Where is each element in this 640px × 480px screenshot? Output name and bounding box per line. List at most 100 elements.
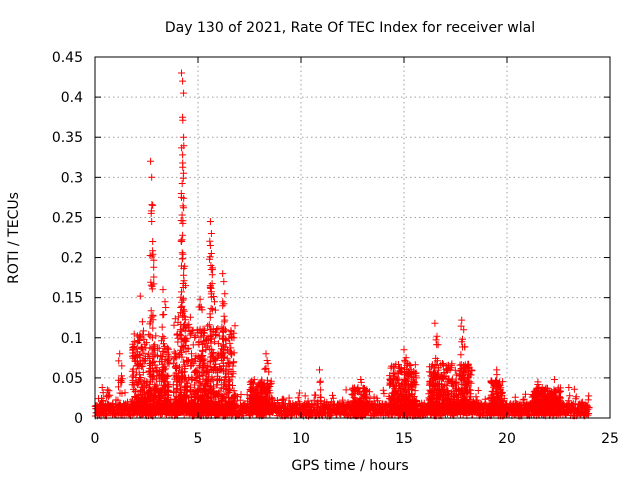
data-point: [176, 386, 184, 394]
data-point: [444, 378, 452, 386]
data-point: [204, 392, 211, 400]
data-point: [226, 377, 233, 385]
data-point: [141, 340, 149, 348]
data-point: [474, 387, 482, 394]
data-point: [196, 373, 203, 381]
data-point: [224, 370, 232, 378]
data-point: [186, 331, 194, 339]
data-point: [156, 396, 164, 404]
data-point: [145, 368, 153, 376]
data-point: [202, 346, 210, 354]
data-point: [181, 385, 189, 393]
data-point: [190, 369, 198, 376]
data-point: [157, 398, 165, 405]
data-point: [304, 397, 312, 405]
data-point: [204, 386, 212, 393]
data-point: [130, 385, 138, 393]
data-point: [466, 406, 474, 414]
data-point: [266, 399, 274, 407]
data-point: [262, 393, 270, 401]
data-point: [522, 390, 529, 398]
data-point: [177, 332, 185, 340]
data-point: [193, 407, 201, 415]
data-point: [196, 378, 204, 386]
data-point: [165, 403, 173, 411]
data-point: [218, 406, 226, 414]
data-point: [164, 388, 172, 396]
data-point: [295, 401, 303, 409]
data-point: [135, 337, 143, 344]
data-point: [213, 326, 220, 334]
data-point: [144, 389, 152, 397]
data-point: [380, 390, 388, 398]
data-point: [128, 367, 136, 375]
data-point: [351, 404, 359, 412]
data-point: [361, 386, 369, 394]
data-point: [200, 393, 208, 401]
data-point: [448, 377, 456, 385]
data-point: [462, 404, 470, 412]
data-points: [91, 69, 593, 420]
data-point: [294, 394, 302, 402]
data-point: [395, 393, 403, 401]
data-point: [160, 407, 168, 415]
data-point: [437, 373, 445, 381]
data-point: [194, 387, 202, 395]
data-point: [451, 382, 459, 390]
data-point: [195, 385, 203, 393]
data-point: [174, 338, 182, 346]
data-point: [173, 377, 181, 385]
data-point: [105, 387, 113, 395]
data-point: [457, 400, 465, 408]
data-point: [467, 379, 475, 387]
data-point: [407, 408, 415, 415]
data-point: [175, 408, 183, 416]
data-point: [199, 325, 207, 333]
data-point: [183, 378, 191, 386]
data-point: [495, 407, 503, 415]
data-point: [224, 401, 232, 409]
data-point: [461, 363, 469, 371]
data-point: [146, 360, 153, 368]
data-point: [139, 391, 146, 399]
data-point: [207, 357, 215, 365]
data-point: [449, 393, 457, 401]
data-point: [190, 408, 198, 415]
data-point: [444, 391, 452, 399]
data-point: [447, 403, 455, 411]
data-point: [151, 361, 159, 369]
data-point: [462, 378, 470, 386]
data-point: [195, 379, 203, 387]
data-point: [177, 382, 185, 390]
data-point: [214, 368, 222, 376]
data-point: [207, 394, 215, 402]
data-point: [194, 399, 202, 407]
data-point: [211, 338, 219, 346]
data-point: [411, 387, 419, 395]
data-point: [388, 407, 396, 415]
data-point: [211, 404, 219, 411]
data-point: [121, 389, 129, 397]
data-point: [408, 386, 415, 394]
data-point: [231, 322, 239, 330]
data-point: [193, 326, 201, 334]
data-point: [570, 385, 578, 393]
data-point: [229, 359, 237, 367]
data-point: [163, 373, 171, 381]
data-point: [259, 385, 267, 393]
data-point: [403, 391, 411, 398]
chart-title: Day 130 of 2021, Rate Of TEC Index for r…: [165, 20, 535, 36]
data-point: [463, 388, 471, 396]
data-point: [295, 389, 303, 397]
data-point: [432, 407, 440, 415]
data-point: [191, 357, 199, 365]
data-point: [358, 406, 366, 413]
data-point: [212, 398, 220, 406]
data-point: [210, 383, 217, 391]
data-point: [219, 394, 227, 402]
data-point: [182, 392, 190, 400]
data-point: [394, 399, 402, 406]
data-point: [444, 400, 452, 408]
data-point: [410, 368, 418, 375]
